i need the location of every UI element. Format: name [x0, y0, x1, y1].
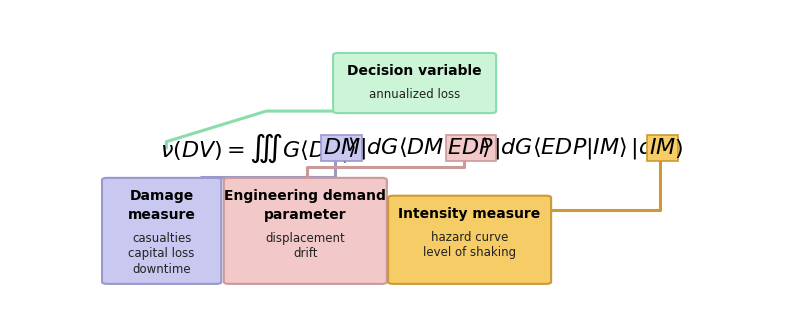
FancyBboxPatch shape — [224, 178, 387, 284]
Text: $\rangle\, |dG\langle EDP|IM\rangle\, |d\lambda($: $\rangle\, |dG\langle EDP|IM\rangle\, |d… — [480, 135, 674, 161]
Text: $EDP$: $EDP$ — [447, 137, 494, 159]
Text: hazard curve: hazard curve — [431, 231, 509, 244]
Text: parameter: parameter — [264, 208, 347, 222]
Text: level of shaking: level of shaking — [423, 246, 516, 259]
Text: Intensity measure: Intensity measure — [398, 207, 541, 221]
Text: measure: measure — [127, 208, 196, 222]
Text: drift: drift — [293, 248, 318, 260]
Text: annualized loss: annualized loss — [369, 88, 460, 101]
Text: $\rangle\, |dG\langle DM|$: $\rangle\, |dG\langle DM|$ — [347, 135, 451, 161]
FancyBboxPatch shape — [102, 178, 222, 284]
Text: downtime: downtime — [132, 263, 191, 276]
Text: $IM$: $IM$ — [649, 137, 676, 159]
Text: casualties: casualties — [132, 232, 191, 245]
Text: Engineering demand: Engineering demand — [224, 189, 386, 203]
FancyBboxPatch shape — [333, 53, 496, 113]
Text: Decision variable: Decision variable — [347, 64, 482, 78]
Text: displacement: displacement — [265, 232, 345, 245]
Text: $\nu(DV)= \iiint G\langle DV|$: $\nu(DV)= \iiint G\langle DV|$ — [160, 131, 348, 165]
Text: capital loss: capital loss — [128, 248, 195, 260]
Text: $DM$: $DM$ — [322, 137, 360, 159]
Text: $)$: $)$ — [674, 137, 683, 160]
FancyBboxPatch shape — [388, 196, 551, 284]
Text: Damage: Damage — [130, 189, 193, 203]
